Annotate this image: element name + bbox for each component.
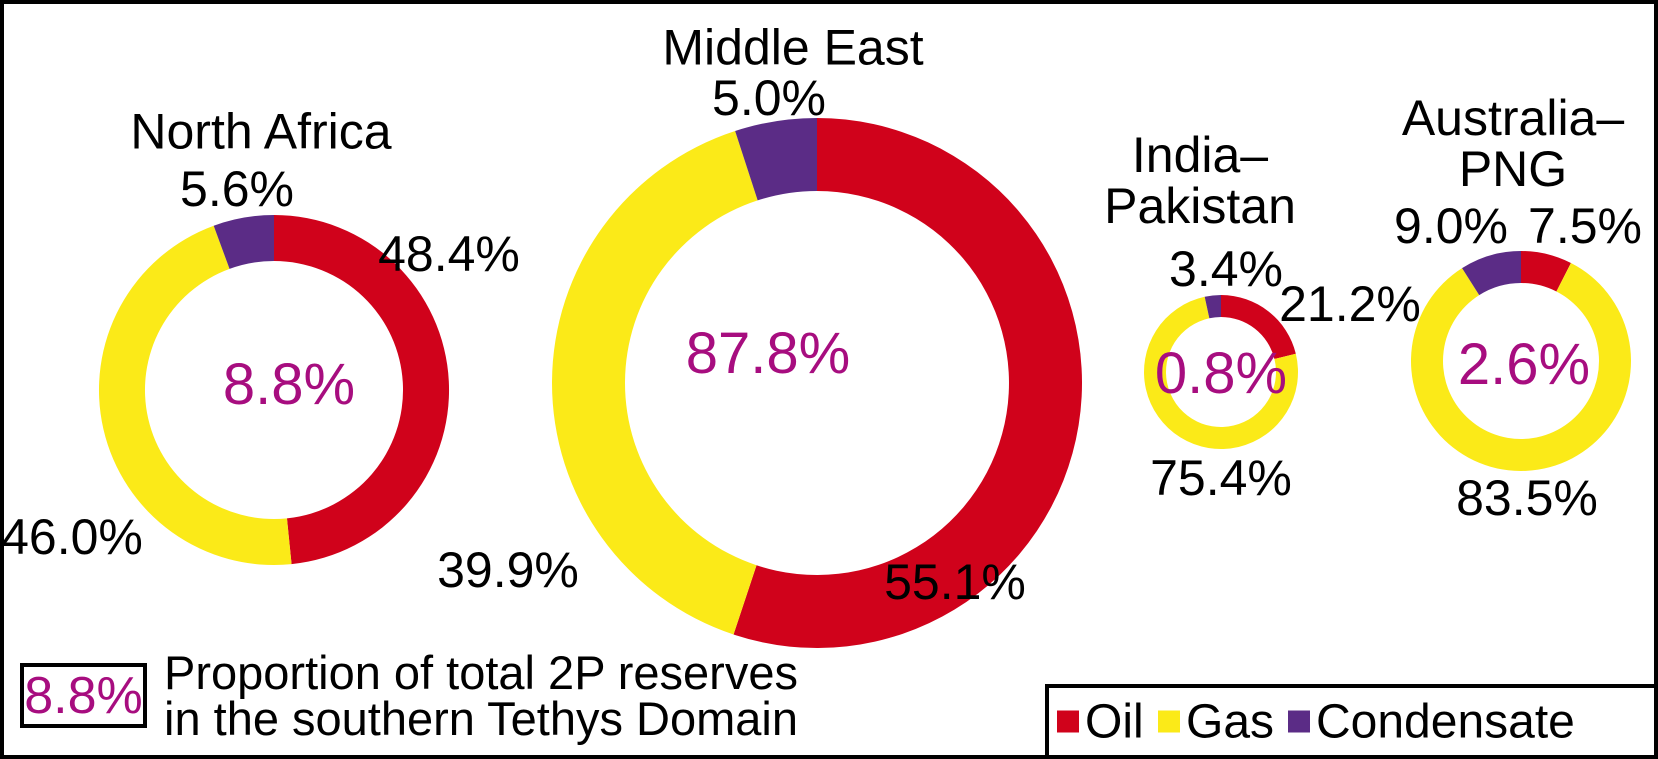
legend: Oil Gas Condensate bbox=[1045, 684, 1654, 755]
legend-label-condensate: Condensate bbox=[1316, 695, 1575, 748]
donut-australia-png bbox=[1410, 251, 1631, 471]
middle-east-title: Middle East bbox=[662, 19, 924, 76]
donut-australia-png-segment-oil bbox=[1521, 251, 1571, 292]
australia-png-title: Australia– PNG bbox=[1401, 90, 1625, 197]
donut-north-africa-segment-gas bbox=[98, 225, 292, 566]
india-pakistan-gas-label: 75.4% bbox=[1150, 450, 1292, 506]
donut-north-africa bbox=[98, 215, 450, 566]
caption-key-value: 8.8% bbox=[24, 666, 143, 725]
australia-png-center-share-label: 2.6% bbox=[1457, 331, 1591, 397]
condensate-swatch-icon bbox=[1288, 710, 1310, 733]
legend-label-gas: Gas bbox=[1186, 695, 1275, 748]
donut-middle-east-segment-condensate bbox=[735, 118, 817, 201]
donut-middle-east-segment-oil bbox=[733, 118, 1083, 648]
north-africa-gas-label: 46.0% bbox=[1, 509, 143, 565]
legend-item-gas: Gas bbox=[1158, 694, 1274, 749]
donut-north-africa-segment-oil bbox=[274, 215, 450, 565]
india-pakistan-title: India– Pakistan bbox=[1104, 127, 1296, 234]
donut-india-pakistan-segment-oil bbox=[1221, 295, 1296, 359]
caption-key-box: 8.8% bbox=[20, 663, 147, 728]
north-africa-oil-label: 48.4% bbox=[378, 226, 520, 282]
india-pakistan-oil-label: 21.2% bbox=[1279, 276, 1421, 332]
donut-middle-east-segment-gas bbox=[552, 130, 758, 635]
donut-australia-png-segment-gas bbox=[1410, 262, 1631, 471]
oil-swatch-icon bbox=[1057, 710, 1079, 733]
caption-text: Proportion of total 2P reserves in the s… bbox=[164, 646, 798, 745]
australia-png-oil-label: 7.5% bbox=[1528, 198, 1642, 254]
donut-chart-canvas bbox=[98, 118, 1631, 648]
india-pakistan-center-share-label: 0.8% bbox=[1154, 340, 1288, 406]
north-africa-title: North Africa bbox=[130, 103, 392, 160]
middle-east-condensate-label: 5.0% bbox=[712, 70, 826, 126]
middle-east-oil-label: 55.1% bbox=[884, 554, 1026, 610]
north-africa-condensate-label: 5.6% bbox=[180, 161, 294, 217]
donut-north-africa-segment-condensate bbox=[213, 215, 274, 269]
australia-png-condensate-label: 9.0% bbox=[1394, 198, 1508, 254]
legend-label-oil: Oil bbox=[1085, 695, 1144, 748]
gas-swatch-icon bbox=[1158, 710, 1180, 733]
middle-east-center-share-label: 87.8% bbox=[685, 320, 851, 386]
india-pakistan-condensate-label: 3.4% bbox=[1169, 241, 1283, 297]
north-africa-center-share-label: 8.8% bbox=[222, 351, 356, 417]
legend-item-condensate: Condensate bbox=[1288, 694, 1575, 749]
donut-india-pakistan-segment-condensate bbox=[1204, 295, 1221, 319]
middle-east-gas-label: 39.9% bbox=[437, 542, 579, 598]
donut-india-pakistan bbox=[1144, 295, 1299, 449]
donut-middle-east bbox=[552, 118, 1083, 648]
australia-png-gas-label: 83.5% bbox=[1456, 470, 1598, 526]
legend-item-oil: Oil bbox=[1057, 694, 1144, 749]
donut-australia-png-segment-condensate bbox=[1462, 251, 1521, 296]
